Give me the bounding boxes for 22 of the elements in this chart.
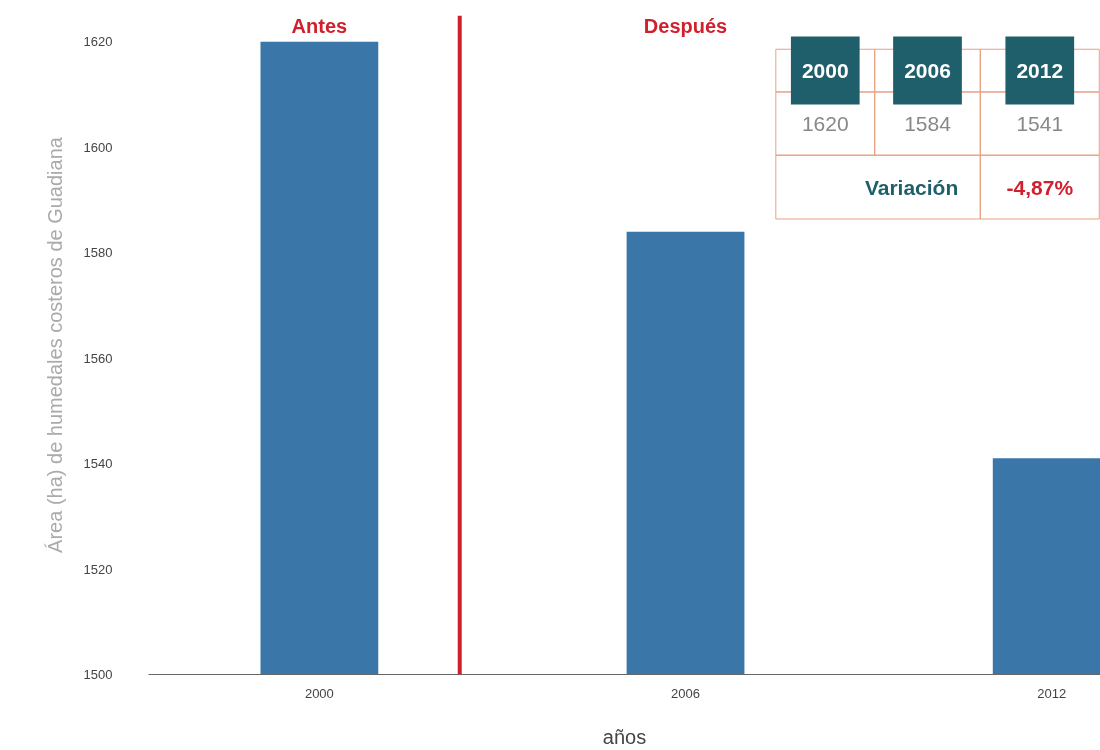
annotation: 2012 bbox=[1016, 58, 1064, 82]
annotation: Antes bbox=[291, 14, 348, 37]
annotation: 1584 bbox=[904, 111, 952, 135]
x-tick-label: 2006 bbox=[671, 685, 700, 701]
x-tick-label: 2000 bbox=[304, 685, 334, 701]
y-tick-label: 1500 bbox=[83, 667, 113, 682]
annotation: Variación bbox=[864, 175, 959, 199]
x-axis-title: años bbox=[602, 725, 647, 748]
y-tick-label: 1600 bbox=[83, 139, 113, 155]
annotation: -4,87% bbox=[1006, 175, 1074, 199]
y-axis-title: Área (ha) de humedales costeros de Guadiana bbox=[43, 136, 66, 553]
annotation: 2006 bbox=[904, 58, 951, 82]
y-tick-label: 1580 bbox=[83, 245, 113, 261]
annotation: 2000 bbox=[801, 58, 849, 82]
annotation: 1541 bbox=[1016, 111, 1064, 135]
x-tick-label: 2012 bbox=[1037, 685, 1067, 701]
annotation: Después bbox=[643, 14, 728, 37]
y-tick-label: 1560 bbox=[83, 350, 113, 366]
y-tick-label: 1540 bbox=[83, 456, 113, 472]
y-tick-label: 1620 bbox=[83, 34, 113, 50]
annotation: 1620 bbox=[801, 111, 849, 135]
y-tick-label: 1520 bbox=[83, 561, 113, 577]
